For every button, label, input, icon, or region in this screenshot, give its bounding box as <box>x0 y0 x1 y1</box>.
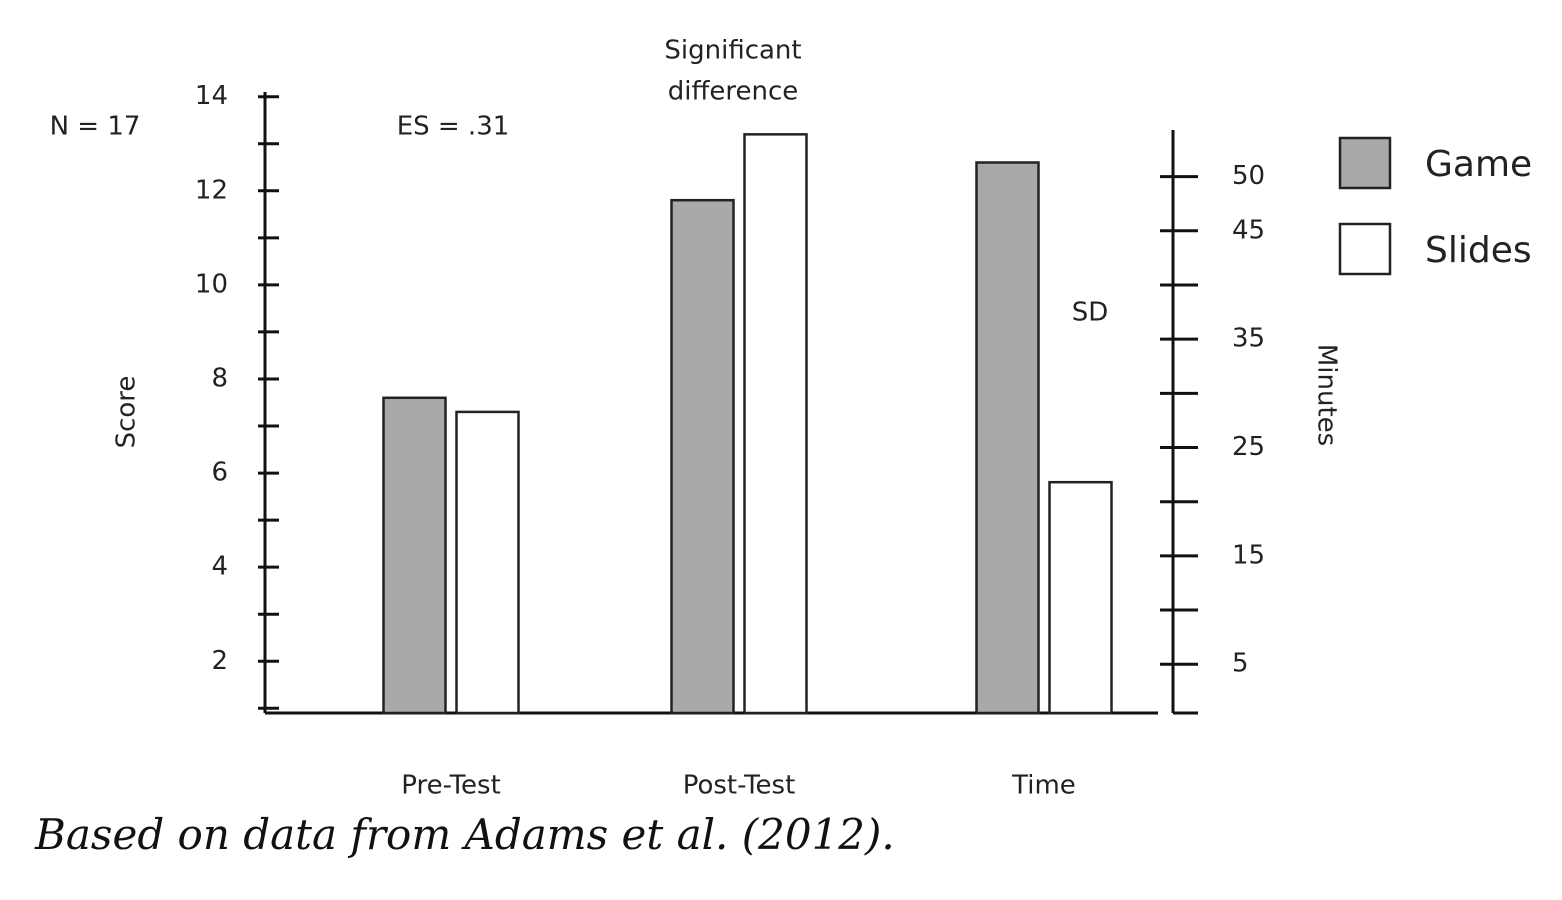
annotation: SD <box>1072 298 1109 328</box>
y-tick-label: 8 <box>211 363 228 393</box>
annotation: difference <box>668 77 799 107</box>
annotation: Significant <box>664 36 801 66</box>
y-tick-label: 10 <box>195 269 228 299</box>
legend-label: Game <box>1425 144 1532 185</box>
annotation: ES = .31 <box>397 112 510 142</box>
y-tick-label: 2 <box>211 646 228 676</box>
bar <box>382 396 447 715</box>
bar <box>455 410 520 715</box>
x-tick-label: Time <box>1011 771 1076 801</box>
y-axis-label: Score <box>112 376 142 449</box>
y-tick-label: 12 <box>195 175 228 205</box>
legend-swatch <box>1338 222 1392 276</box>
y-tick-label: 6 <box>211 458 228 488</box>
y2-tick-label: 15 <box>1232 540 1265 570</box>
bar <box>670 198 735 715</box>
y-tick-label: 14 <box>195 81 228 111</box>
y2-tick-label: 25 <box>1232 432 1265 462</box>
legend-swatch <box>1338 136 1392 190</box>
caption: Based on data from Adams et al. (2012). <box>34 810 895 859</box>
x-tick-label: Pre-Test <box>401 771 501 801</box>
bar <box>743 133 808 715</box>
y-tick-label: 4 <box>211 552 228 582</box>
bar <box>1048 480 1113 715</box>
bar <box>975 161 1040 715</box>
legend-label: Slides <box>1425 230 1532 271</box>
y2-axis-label: Minutes <box>1312 344 1342 446</box>
y2-tick-label: 35 <box>1232 324 1265 354</box>
x-tick-label: Post-Test <box>683 771 796 801</box>
y2-tick-label: 5 <box>1232 649 1249 679</box>
y2-tick-label: 45 <box>1232 215 1265 245</box>
annotation: N = 17 <box>50 112 141 142</box>
y2-tick-label: 50 <box>1232 161 1265 191</box>
